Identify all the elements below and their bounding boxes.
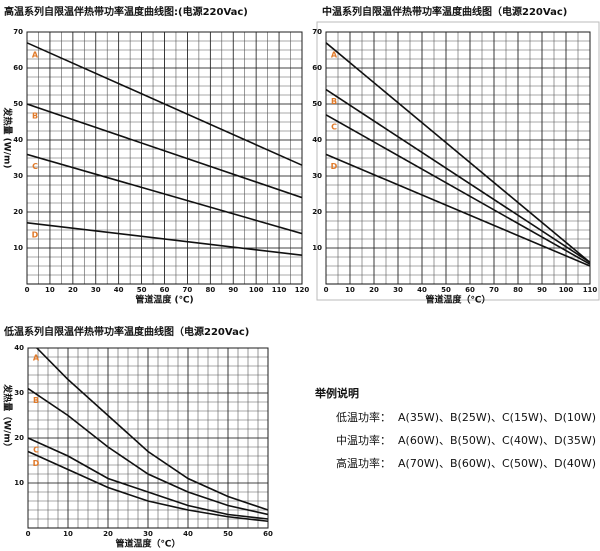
x-tick-label: 90 — [228, 286, 238, 294]
x-tick-label: 110 — [272, 286, 287, 294]
x-tick-label: 40 — [114, 286, 124, 294]
x-tick-label: 30 — [393, 286, 403, 294]
series-line — [27, 103, 302, 199]
y-tick-label: 40 — [14, 344, 24, 352]
y-tick-label: 30 — [312, 172, 322, 180]
chart-title: 低温系列自限温伴热带功率温度曲线图（电源220Vac) — [3, 325, 249, 338]
x-tick-label: 10 — [63, 530, 73, 538]
series-line — [28, 437, 268, 520]
series-label: C — [32, 162, 38, 171]
note-label: 低温功率： — [336, 410, 391, 424]
x-tick-label: 60 — [263, 530, 273, 538]
series-label: A — [33, 354, 40, 363]
y-tick-label: 10 — [14, 479, 24, 487]
x-tick-label: 30 — [143, 530, 153, 538]
x-tick-label: 10 — [345, 286, 355, 294]
x-tick-label: 70 — [183, 286, 193, 294]
y-axis-label: 发热量 (W/m) — [2, 107, 14, 169]
series-line — [326, 153, 590, 267]
y-tick-label: 30 — [14, 389, 24, 397]
x-tick-label: 80 — [513, 286, 523, 294]
x-tick-label: 20 — [103, 530, 113, 538]
y-tick-label: 20 — [14, 434, 24, 442]
note-text: A(60W)、B(50W)、C(40W)、D(35W) — [398, 434, 596, 447]
x-tick-label: 100 — [249, 286, 264, 294]
y-tick-label: 50 — [13, 100, 23, 108]
series-line — [326, 42, 590, 264]
series-label: D — [32, 230, 39, 239]
series-label: D — [33, 459, 40, 468]
x-tick-label: 100 — [559, 286, 574, 294]
x-tick-label: 90 — [537, 286, 547, 294]
y-tick-label: 60 — [13, 64, 23, 72]
x-tick-label: 10 — [45, 286, 55, 294]
x-tick-label: 60 — [465, 286, 475, 294]
y-tick-label: 70 — [13, 28, 23, 36]
series-line — [326, 88, 590, 264]
note-text: A(70W)、B(60W)、C(50W)、D(40W) — [398, 457, 596, 470]
plot — [325, 31, 591, 285]
x-tick-label: 50 — [137, 286, 147, 294]
series-label: B — [33, 396, 39, 405]
chart-title: 高温系列自限温伴热带功率温度曲线图:(电源220Vac) — [4, 5, 248, 18]
y-tick-label: 30 — [13, 172, 23, 180]
note-label: 中温功率： — [336, 433, 391, 447]
x-tick-label: 0 — [324, 286, 329, 294]
series-line — [28, 387, 268, 516]
series-line — [27, 42, 302, 166]
y-tick-label: 10 — [13, 244, 23, 252]
note-title: 举例说明 — [314, 386, 359, 400]
x-tick-label: 20 — [68, 286, 78, 294]
series-line — [326, 114, 590, 265]
x-tick-label: 20 — [369, 286, 379, 294]
plot — [26, 31, 303, 285]
x-tick-label: 0 — [26, 530, 31, 538]
x-axis-label: 管道温度（℃） — [426, 294, 491, 306]
series-line — [35, 348, 268, 511]
y-axis-label: 发热量（W/m） — [2, 383, 14, 452]
y-tick-label: 20 — [13, 208, 23, 216]
y-tick-label: 40 — [312, 136, 322, 144]
series-label: A — [32, 50, 39, 59]
series-label: D — [331, 162, 338, 171]
y-tick-label: 10 — [312, 244, 322, 252]
note-text: A(35W)、B(25W)、C(15W)、D(10W) — [398, 411, 596, 424]
series-label: B — [331, 97, 337, 106]
plot — [27, 347, 269, 529]
x-tick-label: 0 — [25, 286, 30, 294]
x-tick-label: 50 — [223, 530, 233, 538]
series-line — [28, 450, 268, 523]
series-label: C — [331, 122, 337, 131]
x-tick-label: 40 — [183, 530, 193, 538]
series-label: B — [32, 112, 38, 121]
x-tick-label: 60 — [160, 286, 170, 294]
y-tick-label: 40 — [13, 136, 23, 144]
x-tick-label: 80 — [205, 286, 215, 294]
y-tick-label: 20 — [312, 208, 322, 216]
x-tick-label: 110 — [583, 286, 598, 294]
note-label: 高温功率： — [336, 456, 391, 470]
y-tick-label: 70 — [312, 28, 322, 36]
series-line — [27, 153, 302, 235]
x-axis-label: 管道温度 (℃) — [135, 294, 193, 306]
series-label: A — [331, 50, 338, 59]
y-tick-label: 60 — [312, 64, 322, 72]
y-tick-label: 50 — [312, 100, 322, 108]
chart-frame — [316, 21, 600, 301]
x-axis-label: 管道温度（℃） — [116, 538, 181, 550]
x-tick-label: 30 — [91, 286, 101, 294]
x-tick-label: 70 — [489, 286, 499, 294]
x-tick-label: 120 — [295, 286, 310, 294]
chart-title: 中温系列自限温伴热带功率温度曲线图（电源220Vac) — [322, 5, 567, 18]
series-label: C — [33, 446, 39, 455]
series-line — [27, 222, 302, 256]
x-tick-label: 40 — [417, 286, 427, 294]
x-tick-label: 50 — [441, 286, 451, 294]
